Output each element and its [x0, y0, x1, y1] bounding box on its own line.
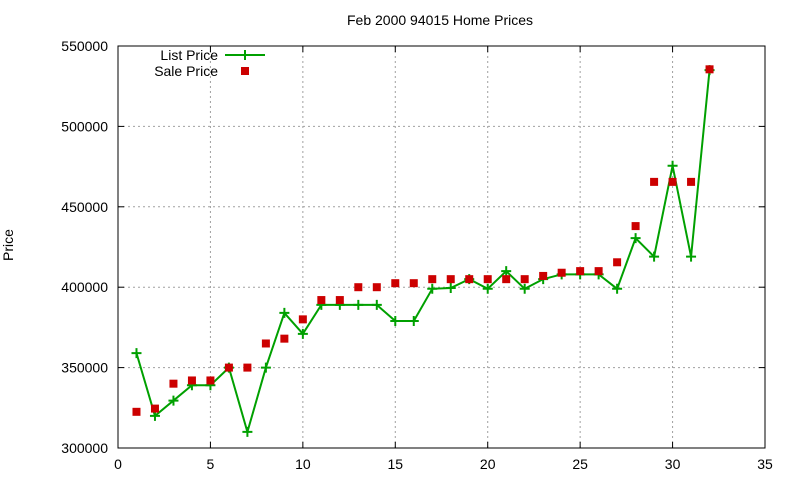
- sale-price-marker: [594, 267, 603, 276]
- list-price-marker: [242, 426, 253, 437]
- y-tick-label: 450000: [61, 199, 108, 215]
- sale-price-marker: [613, 258, 622, 267]
- list-price-marker: [612, 283, 623, 294]
- sale-price-marker: [206, 376, 215, 385]
- list-price-marker: [260, 362, 271, 373]
- list-price-marker: [131, 348, 142, 359]
- list-price-marker: [630, 233, 641, 244]
- list-price-marker: [427, 283, 438, 294]
- sale-price-marker: [317, 296, 326, 305]
- sale-price-marker: [446, 275, 455, 284]
- x-tick-label: 20: [480, 456, 496, 472]
- list-price-marker: [501, 266, 512, 277]
- list-price-marker: [649, 251, 660, 262]
- sale-price-marker: [465, 275, 474, 284]
- y-tick-label: 400000: [61, 279, 108, 295]
- sale-price-marker: [187, 376, 196, 385]
- sale-price-marker: [409, 279, 418, 288]
- sale-price-marker: [150, 404, 159, 413]
- list-price-marker: [168, 395, 179, 406]
- sale-price-marker: [705, 65, 714, 74]
- sale-price-marker: [557, 268, 566, 277]
- sale-price-marker: [520, 275, 529, 284]
- sale-price-marker: [483, 275, 492, 284]
- list-price-line: [135, 70, 711, 436]
- list-price-marker: [667, 160, 678, 171]
- sale-price-marker: [243, 363, 252, 372]
- sale-price-marker: [502, 275, 511, 284]
- x-tick-label: 15: [387, 456, 403, 472]
- sale-price-marker: [668, 177, 677, 186]
- legend-cross-icon: [240, 50, 250, 60]
- list-price-marker: [297, 328, 308, 339]
- sale-price-marker: [428, 275, 437, 284]
- list-price-marker: [279, 307, 290, 318]
- sale-price-marker: [631, 222, 640, 231]
- y-tick-label: 350000: [61, 360, 108, 376]
- sale-price-marker: [335, 296, 344, 305]
- x-tick-label: 0: [114, 456, 122, 472]
- list-price-marker: [371, 299, 382, 310]
- y-tick-label: 300000: [61, 440, 108, 456]
- sale-price-marker: [298, 315, 307, 324]
- legend-square-icon: [241, 67, 249, 75]
- list-price-marker: [519, 283, 530, 294]
- sale-price-marker: [539, 271, 548, 280]
- y-tick-label: 500000: [61, 118, 108, 134]
- sale-price-marker: [391, 279, 400, 288]
- sale-price-marker: [261, 339, 270, 348]
- sale-price-marker: [354, 283, 363, 292]
- sale-price-marker: [650, 177, 659, 186]
- sale-price-marker: [224, 363, 233, 372]
- list-price-marker: [445, 283, 456, 294]
- sale-price-marker: [169, 379, 178, 388]
- list-price-marker: [686, 251, 697, 262]
- x-tick-label: 25: [572, 456, 588, 472]
- x-tick-label: 10: [295, 456, 311, 472]
- list-price-marker: [390, 315, 401, 326]
- sale-price-marker: [687, 177, 696, 186]
- x-tick-label: 5: [207, 456, 215, 472]
- list-price-marker: [482, 283, 493, 294]
- sale-price-marker: [280, 334, 289, 343]
- sale-price-marker: [132, 407, 141, 416]
- legend-label: List Price: [160, 47, 218, 63]
- y-tick-label: 550000: [61, 38, 108, 54]
- list-price-marker: [353, 299, 364, 310]
- chart-title: Feb 2000 94015 Home Prices: [347, 12, 533, 28]
- legend-label: Sale Price: [154, 63, 218, 79]
- sale-price-marker: [576, 267, 585, 276]
- list-price-marker: [408, 315, 419, 326]
- plot-frame: [117, 45, 766, 449]
- sale-price-marker: [372, 283, 381, 292]
- y-axis-label: Price: [0, 229, 16, 261]
- x-tick-label: 30: [665, 456, 681, 472]
- x-tick-label: 35: [757, 456, 773, 472]
